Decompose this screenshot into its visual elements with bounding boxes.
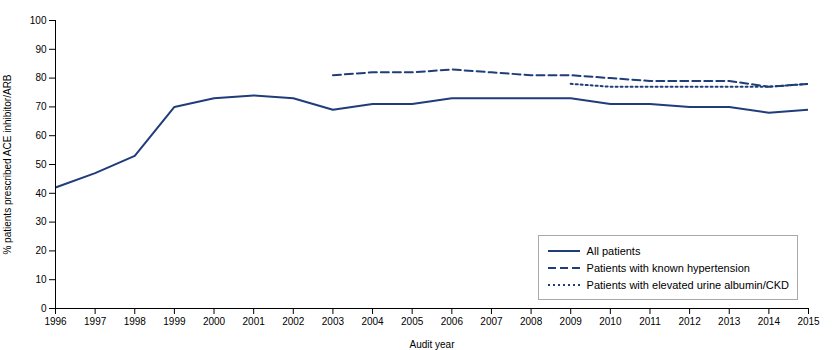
svg-text:40: 40	[35, 188, 47, 199]
svg-text:10: 10	[35, 274, 47, 285]
svg-text:0: 0	[41, 303, 47, 314]
svg-text:2000: 2000	[203, 316, 226, 327]
svg-text:2014: 2014	[758, 316, 781, 327]
svg-text:20: 20	[35, 245, 47, 256]
svg-text:2015: 2015	[797, 316, 820, 327]
svg-text:60: 60	[35, 130, 47, 141]
svg-text:2010: 2010	[599, 316, 622, 327]
svg-text:2002: 2002	[282, 316, 305, 327]
html-text:Patients with known hypertensi: Patients with known hypertension	[586, 261, 750, 274]
svg-text:2003: 2003	[322, 316, 345, 327]
html-text:All patients: All patients	[586, 244, 641, 257]
svg-text:50: 50	[35, 159, 47, 170]
svg-text:2012: 2012	[678, 316, 701, 327]
svg-text:90: 90	[35, 44, 47, 55]
svg-text:2008: 2008	[520, 316, 543, 327]
svg-text:Audit year: Audit year	[409, 339, 455, 350]
svg-text:1998: 1998	[124, 316, 147, 327]
svg-text:2005: 2005	[401, 316, 424, 327]
svg-text:2007: 2007	[480, 316, 503, 327]
html-text:Patients with elevated urine a: Patients with elevated urine albumin/CKD	[586, 278, 789, 291]
svg-text:30: 30	[35, 216, 47, 227]
svg-text:2013: 2013	[718, 316, 741, 327]
svg-text:% patients prescribed ACE inhi: % patients prescribed ACE inhibitor/ARB	[2, 74, 13, 254]
svg-text:2009: 2009	[560, 316, 583, 327]
svg-text:2006: 2006	[441, 316, 464, 327]
svg-text:2001: 2001	[243, 316, 266, 327]
svg-text:80: 80	[35, 72, 47, 83]
svg-text:100: 100	[30, 15, 47, 26]
svg-text:70: 70	[35, 101, 47, 112]
svg-text:2011: 2011	[639, 316, 661, 327]
svg-text:1997: 1997	[84, 316, 107, 327]
svg-text:2004: 2004	[361, 316, 384, 327]
svg-text:1999: 1999	[163, 316, 186, 327]
svg-text:1996: 1996	[44, 316, 67, 327]
